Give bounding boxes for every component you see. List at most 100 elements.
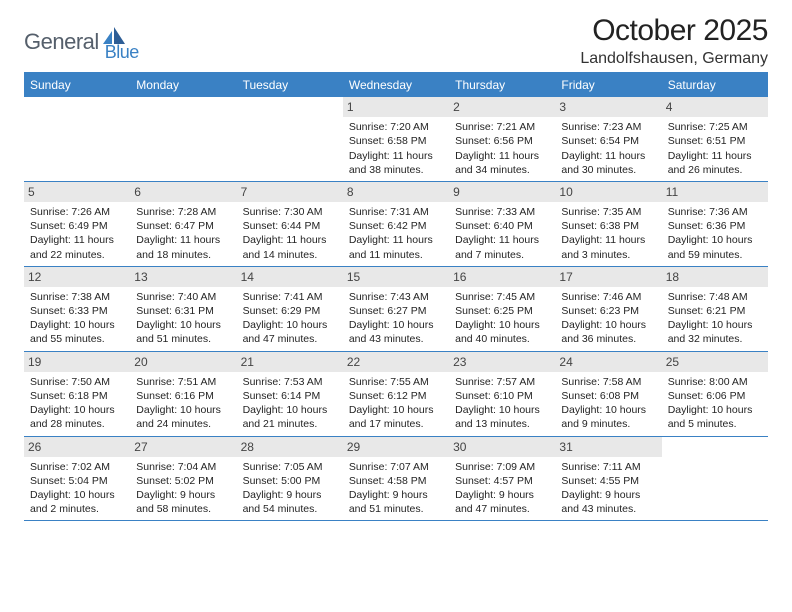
sunrise-line: Sunrise: 8:00 AM — [668, 375, 763, 389]
calendar-cell: 4Sunrise: 7:25 AMSunset: 6:51 PMDaylight… — [662, 97, 768, 181]
daylight-line: Daylight: 10 hours and 9 minutes. — [561, 403, 656, 431]
daylight-line: Daylight: 9 hours and 54 minutes. — [243, 488, 338, 516]
sunrise-line: Sunrise: 7:41 AM — [243, 290, 338, 304]
calendar-cell: 8Sunrise: 7:31 AMSunset: 6:42 PMDaylight… — [343, 182, 449, 266]
calendar-cell: 9Sunrise: 7:33 AMSunset: 6:40 PMDaylight… — [449, 182, 555, 266]
sunset-line: Sunset: 6:16 PM — [136, 389, 231, 403]
day-number: 3 — [555, 97, 661, 117]
daylight-line: Daylight: 10 hours and 32 minutes. — [668, 318, 763, 346]
sunset-line: Sunset: 6:40 PM — [455, 219, 550, 233]
daylight-line: Daylight: 11 hours and 14 minutes. — [243, 233, 338, 261]
sunrise-line: Sunrise: 7:51 AM — [136, 375, 231, 389]
calendar-cell: 7Sunrise: 7:30 AMSunset: 6:44 PMDaylight… — [237, 182, 343, 266]
sunrise-line: Sunrise: 7:48 AM — [668, 290, 763, 304]
calendar-cell: 1Sunrise: 7:20 AMSunset: 6:58 PMDaylight… — [343, 97, 449, 181]
sunset-line: Sunset: 4:58 PM — [349, 474, 444, 488]
daylight-line: Daylight: 10 hours and 17 minutes. — [349, 403, 444, 431]
calendar-header-row: SundayMondayTuesdayWednesdayThursdayFrid… — [24, 74, 768, 97]
calendar-cell: 5Sunrise: 7:26 AMSunset: 6:49 PMDaylight… — [24, 182, 130, 266]
daylight-line: Daylight: 10 hours and 51 minutes. — [136, 318, 231, 346]
calendar-cell: 29Sunrise: 7:07 AMSunset: 4:58 PMDayligh… — [343, 437, 449, 521]
day-number: 11 — [662, 182, 768, 202]
sunset-line: Sunset: 6:14 PM — [243, 389, 338, 403]
weekday-header: Wednesday — [343, 74, 449, 97]
logo-text-blue: Blue — [105, 42, 139, 63]
daylight-line: Daylight: 11 hours and 34 minutes. — [455, 149, 550, 177]
calendar-row: 5Sunrise: 7:26 AMSunset: 6:49 PMDaylight… — [24, 182, 768, 267]
sunrise-line: Sunrise: 7:04 AM — [136, 460, 231, 474]
month-title: October 2025 — [580, 14, 768, 48]
day-number: 28 — [237, 437, 343, 457]
calendar-cell: 27Sunrise: 7:04 AMSunset: 5:02 PMDayligh… — [130, 437, 236, 521]
daylight-line: Daylight: 10 hours and 47 minutes. — [243, 318, 338, 346]
calendar-cell: 22Sunrise: 7:55 AMSunset: 6:12 PMDayligh… — [343, 352, 449, 436]
day-number: 23 — [449, 352, 555, 372]
calendar: SundayMondayTuesdayWednesdayThursdayFrid… — [24, 72, 768, 521]
calendar-cell: 20Sunrise: 7:51 AMSunset: 6:16 PMDayligh… — [130, 352, 236, 436]
calendar-cell: 10Sunrise: 7:35 AMSunset: 6:38 PMDayligh… — [555, 182, 661, 266]
sunset-line: Sunset: 6:18 PM — [30, 389, 125, 403]
calendar-cell: 24Sunrise: 7:58 AMSunset: 6:08 PMDayligh… — [555, 352, 661, 436]
sunrise-line: Sunrise: 7:30 AM — [243, 205, 338, 219]
calendar-row: 19Sunrise: 7:50 AMSunset: 6:18 PMDayligh… — [24, 352, 768, 437]
daylight-line: Daylight: 11 hours and 22 minutes. — [30, 233, 125, 261]
calendar-cell — [24, 97, 130, 181]
day-number: 27 — [130, 437, 236, 457]
sunset-line: Sunset: 5:04 PM — [30, 474, 125, 488]
calendar-cell: 15Sunrise: 7:43 AMSunset: 6:27 PMDayligh… — [343, 267, 449, 351]
daylight-line: Daylight: 11 hours and 11 minutes. — [349, 233, 444, 261]
logo: General Blue — [24, 20, 139, 63]
day-number: 31 — [555, 437, 661, 457]
sunrise-line: Sunrise: 7:57 AM — [455, 375, 550, 389]
sunrise-line: Sunrise: 7:31 AM — [349, 205, 444, 219]
sunset-line: Sunset: 5:02 PM — [136, 474, 231, 488]
sunset-line: Sunset: 6:36 PM — [668, 219, 763, 233]
calendar-page: General Blue October 2025 Landolfshausen… — [0, 0, 792, 521]
weekday-header: Tuesday — [237, 74, 343, 97]
sunset-line: Sunset: 6:08 PM — [561, 389, 656, 403]
logo-text-general: General — [24, 29, 99, 55]
daylight-line: Daylight: 10 hours and 5 minutes. — [668, 403, 763, 431]
calendar-body: 1Sunrise: 7:20 AMSunset: 6:58 PMDaylight… — [24, 97, 768, 521]
calendar-cell: 14Sunrise: 7:41 AMSunset: 6:29 PMDayligh… — [237, 267, 343, 351]
sunset-line: Sunset: 6:25 PM — [455, 304, 550, 318]
daylight-line: Daylight: 10 hours and 21 minutes. — [243, 403, 338, 431]
location-label: Landolfshausen, Germany — [580, 50, 768, 68]
sunset-line: Sunset: 6:06 PM — [668, 389, 763, 403]
day-number: 16 — [449, 267, 555, 287]
day-number: 21 — [237, 352, 343, 372]
calendar-cell: 18Sunrise: 7:48 AMSunset: 6:21 PMDayligh… — [662, 267, 768, 351]
calendar-cell: 6Sunrise: 7:28 AMSunset: 6:47 PMDaylight… — [130, 182, 236, 266]
daylight-line: Daylight: 10 hours and 28 minutes. — [30, 403, 125, 431]
calendar-cell: 31Sunrise: 7:11 AMSunset: 4:55 PMDayligh… — [555, 437, 661, 521]
daylight-line: Daylight: 10 hours and 59 minutes. — [668, 233, 763, 261]
title-block: October 2025 Landolfshausen, Germany — [580, 14, 768, 68]
sunset-line: Sunset: 6:29 PM — [243, 304, 338, 318]
daylight-line: Daylight: 11 hours and 30 minutes. — [561, 149, 656, 177]
sunrise-line: Sunrise: 7:09 AM — [455, 460, 550, 474]
day-number: 19 — [24, 352, 130, 372]
daylight-line: Daylight: 11 hours and 3 minutes. — [561, 233, 656, 261]
sunrise-line: Sunrise: 7:46 AM — [561, 290, 656, 304]
calendar-cell: 26Sunrise: 7:02 AMSunset: 5:04 PMDayligh… — [24, 437, 130, 521]
sunrise-line: Sunrise: 7:28 AM — [136, 205, 231, 219]
day-number: 26 — [24, 437, 130, 457]
day-number: 7 — [237, 182, 343, 202]
day-number: 6 — [130, 182, 236, 202]
calendar-row: 26Sunrise: 7:02 AMSunset: 5:04 PMDayligh… — [24, 437, 768, 522]
calendar-cell — [237, 97, 343, 181]
sunset-line: Sunset: 6:10 PM — [455, 389, 550, 403]
calendar-cell: 11Sunrise: 7:36 AMSunset: 6:36 PMDayligh… — [662, 182, 768, 266]
day-number: 10 — [555, 182, 661, 202]
sunrise-line: Sunrise: 7:23 AM — [561, 120, 656, 134]
daylight-line: Daylight: 10 hours and 13 minutes. — [455, 403, 550, 431]
calendar-cell: 3Sunrise: 7:23 AMSunset: 6:54 PMDaylight… — [555, 97, 661, 181]
daylight-line: Daylight: 11 hours and 26 minutes. — [668, 149, 763, 177]
day-number: 24 — [555, 352, 661, 372]
daylight-line: Daylight: 10 hours and 2 minutes. — [30, 488, 125, 516]
calendar-cell: 30Sunrise: 7:09 AMSunset: 4:57 PMDayligh… — [449, 437, 555, 521]
sunset-line: Sunset: 5:00 PM — [243, 474, 338, 488]
daylight-line: Daylight: 11 hours and 38 minutes. — [349, 149, 444, 177]
sunrise-line: Sunrise: 7:35 AM — [561, 205, 656, 219]
daylight-line: Daylight: 10 hours and 36 minutes. — [561, 318, 656, 346]
